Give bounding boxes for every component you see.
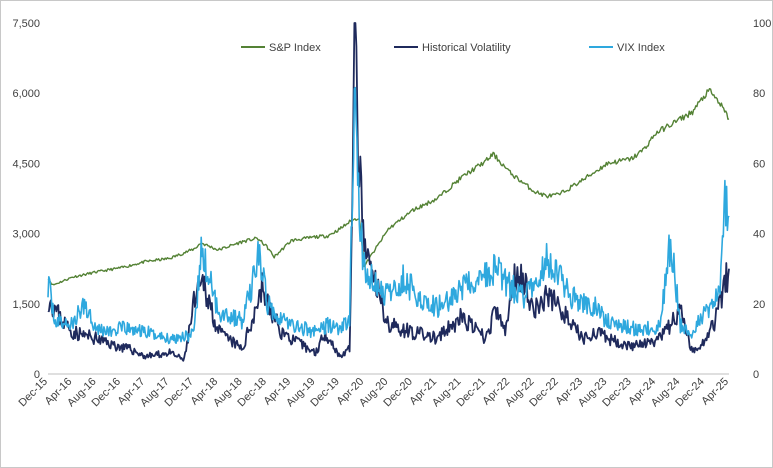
- right-axis-tick-label: 20: [753, 299, 765, 311]
- x-axis-tick-label: Apr-25: [699, 376, 731, 408]
- series-line-vix-index: [47, 86, 730, 345]
- legend-label: S&P Index: [269, 42, 321, 54]
- right-axis-tick-label: 60: [753, 158, 765, 170]
- left-axis-tick-label: 0: [34, 369, 40, 381]
- legend-item-historical-volatility: Historical Volatility: [394, 42, 511, 54]
- right-axis-tick-label: 40: [753, 229, 765, 241]
- right-axis-tick-label: 80: [753, 88, 765, 100]
- right-axis-tick-labels: 0 20 40 60 80 100: [753, 18, 771, 381]
- left-axis-tick-label: 4,500: [12, 158, 40, 170]
- series-line-s-p-index: [47, 88, 730, 286]
- legend-label: VIX Index: [617, 42, 665, 54]
- left-axis-tick-label: 1,500: [12, 299, 40, 311]
- left-axis-tick-label: 3,000: [12, 229, 40, 241]
- legend-label: Historical Volatility: [422, 42, 511, 54]
- x-axis-tick-labels: Dec-15Apr-16Aug-16Dec-16Apr-17Aug-17Dec-…: [17, 376, 732, 410]
- series-line-historical-volatility: [47, 22, 730, 362]
- right-axis-tick-label: 0: [753, 369, 759, 381]
- left-axis-tick-label: 7,500: [12, 18, 40, 30]
- series-lines: [47, 22, 730, 362]
- legend-item-s-p-index: S&P Index: [241, 42, 321, 54]
- left-axis-tick-labels: 0 1,500 3,000 4,500 6,000 7,500: [12, 18, 40, 381]
- legend-item-vix-index: VIX Index: [589, 42, 665, 54]
- right-axis-tick-label: 100: [753, 18, 771, 30]
- left-axis-tick-label: 6,000: [12, 88, 40, 100]
- legend: S&P Index Historical Volatility VIX Index: [241, 42, 665, 54]
